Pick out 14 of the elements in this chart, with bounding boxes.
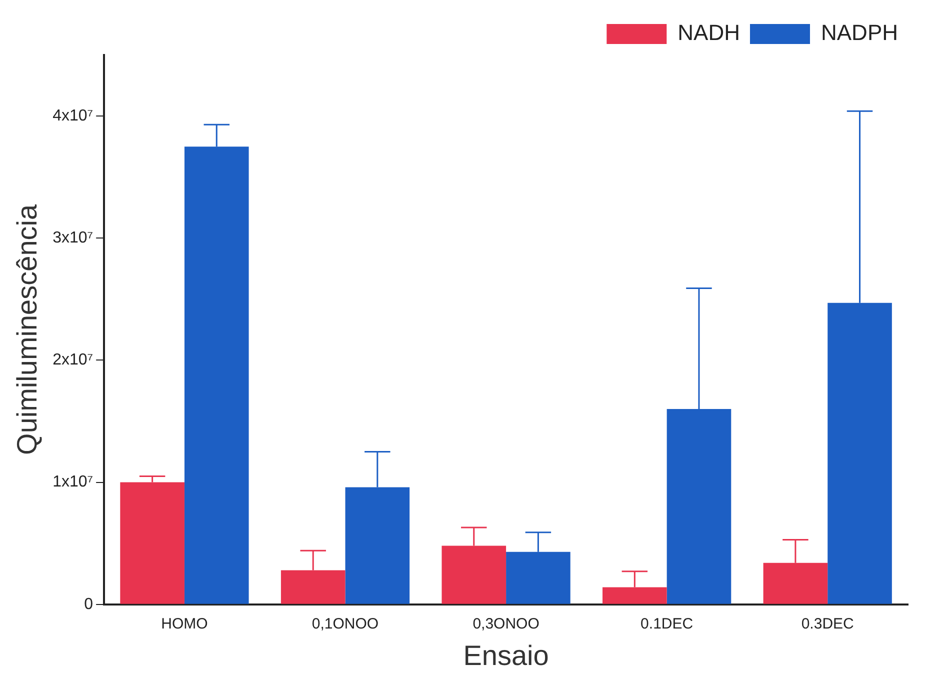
- x-tick-label: 0.1DEC: [640, 616, 694, 633]
- legend-label: NADH: [678, 20, 740, 46]
- y-tick-label: 4x10⁷: [52, 107, 94, 124]
- legend-label: NADPH: [820, 20, 898, 46]
- y-tick-label: 2x10⁷: [52, 352, 94, 369]
- y-tick-label: 3x10⁷: [52, 230, 94, 247]
- x-tick-label: 0,1ONOO: [312, 616, 379, 633]
- y-tick-label: 0: [84, 596, 94, 613]
- x-axis-title: Ensaio: [463, 640, 549, 671]
- x-tick-label: 0,3ONOO: [472, 616, 540, 633]
- x-tick-label: 0.3DEC: [801, 616, 854, 633]
- x-tick-label: HOMO: [161, 616, 208, 633]
- y-tick-label: 1x10⁷: [52, 474, 94, 491]
- y-axis-title: Quimiluminescência: [12, 204, 43, 455]
